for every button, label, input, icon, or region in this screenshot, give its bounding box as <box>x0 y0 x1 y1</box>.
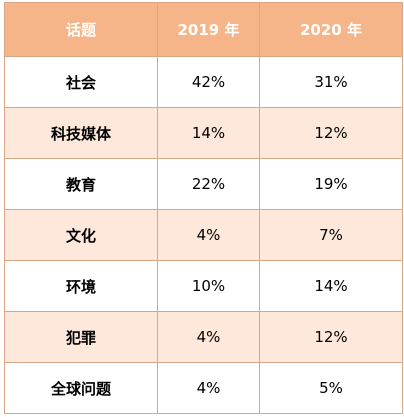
table-row: 教育 22% 19% <box>4 158 403 210</box>
topic-share-table: 话题 2019 年 2020 年 社会 42% 31% 科技媒体 14% 12%… <box>4 2 403 414</box>
topic-cell: 科技媒体 <box>4 107 158 159</box>
value-2019-cell: 10% <box>157 260 260 312</box>
table-row: 科技媒体 14% 12% <box>4 107 403 159</box>
table-row: 环境 10% 14% <box>4 260 403 312</box>
value-2019-cell: 14% <box>157 107 260 159</box>
value-2019-cell: 4% <box>157 209 260 261</box>
value-2020-cell: 19% <box>259 158 403 210</box>
value-2020-cell: 14% <box>259 260 403 312</box>
table-body: 社会 42% 31% 科技媒体 14% 12% 教育 22% 19% 文化 4%… <box>4 56 403 414</box>
topic-cell: 文化 <box>4 209 158 261</box>
header-topic: 话题 <box>4 2 158 57</box>
header-2020: 2020 年 <box>259 2 403 57</box>
value-2020-cell: 12% <box>259 311 403 363</box>
value-2020-cell: 31% <box>259 56 403 108</box>
topic-share-table-container: 话题 2019 年 2020 年 社会 42% 31% 科技媒体 14% 12%… <box>4 2 403 414</box>
table-row: 全球问题 4% 5% <box>4 362 403 414</box>
value-2019-cell: 42% <box>157 56 260 108</box>
topic-cell: 犯罪 <box>4 311 158 363</box>
value-2020-cell: 7% <box>259 209 403 261</box>
header-2019: 2019 年 <box>157 2 260 57</box>
topic-cell: 社会 <box>4 56 158 108</box>
value-2019-cell: 22% <box>157 158 260 210</box>
table-row: 社会 42% 31% <box>4 56 403 108</box>
table-header: 话题 2019 年 2020 年 <box>4 2 403 57</box>
topic-cell: 全球问题 <box>4 362 158 414</box>
value-2019-cell: 4% <box>157 311 260 363</box>
value-2019-cell: 4% <box>157 362 260 414</box>
header-row: 话题 2019 年 2020 年 <box>4 2 403 57</box>
table-row: 犯罪 4% 12% <box>4 311 403 363</box>
value-2020-cell: 5% <box>259 362 403 414</box>
topic-cell: 教育 <box>4 158 158 210</box>
value-2020-cell: 12% <box>259 107 403 159</box>
topic-cell: 环境 <box>4 260 158 312</box>
table-row: 文化 4% 7% <box>4 209 403 261</box>
